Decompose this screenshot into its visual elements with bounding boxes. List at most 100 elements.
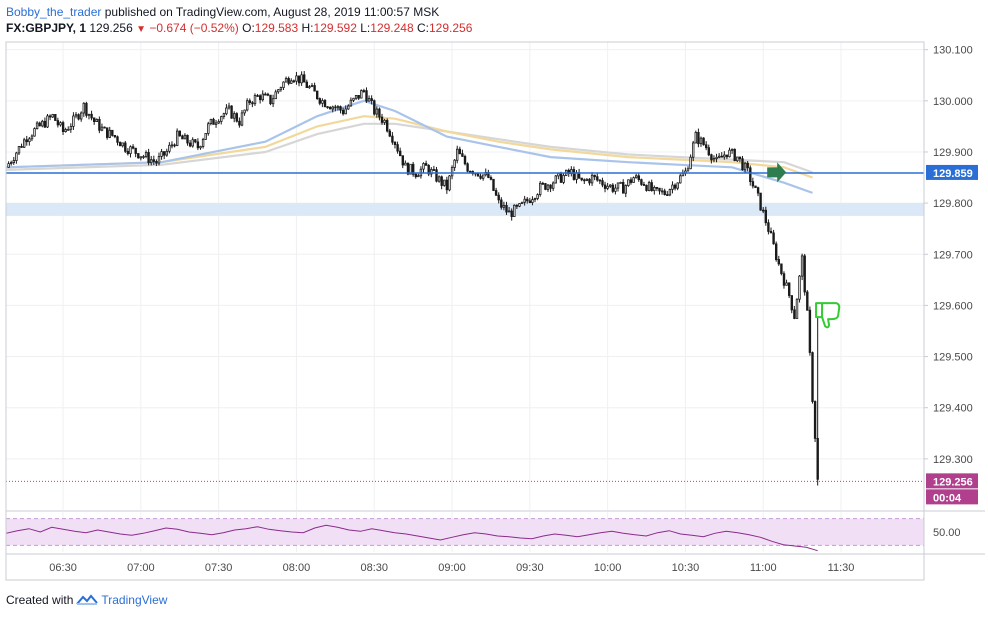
candle-body — [549, 184, 552, 189]
candle-body — [531, 199, 534, 204]
candle-body — [183, 134, 187, 140]
candle-body — [243, 109, 246, 114]
x-tick-label: 11:00 — [750, 562, 777, 574]
candle-body — [48, 115, 52, 118]
candle-body — [284, 78, 288, 83]
x-tick-label: 10:30 — [672, 562, 700, 574]
candle-body — [321, 100, 324, 104]
candle-body — [635, 175, 638, 179]
countdown-badge: 00:04 — [933, 492, 962, 504]
candle-body — [702, 137, 705, 146]
candle-body — [339, 106, 342, 111]
candle-body — [723, 154, 726, 158]
candle-body — [287, 78, 290, 84]
candle-body — [209, 118, 213, 125]
candle-body — [435, 169, 438, 182]
candle-body — [562, 174, 565, 183]
candle-body — [334, 106, 337, 109]
candle-body — [313, 85, 316, 92]
created-with-text: Created with — [6, 593, 74, 607]
time-axis[interactable]: 06:30 07:00 07:30 08:00 08:30 09:00 09:30 10:00… — [49, 562, 854, 574]
candle-body — [769, 230, 773, 234]
candle-body — [764, 209, 768, 224]
current-price-badge: 129.256 — [933, 476, 973, 488]
candle-body — [149, 159, 153, 164]
thumbs-down-icon[interactable] — [815, 302, 841, 329]
candle-body — [692, 142, 695, 158]
candle-body — [710, 154, 713, 161]
candle-body — [811, 352, 814, 402]
candle-body — [489, 177, 493, 180]
candle-body — [64, 129, 67, 132]
x-tick-label: 07:00 — [127, 562, 155, 574]
candle-body — [598, 179, 602, 182]
candle-body — [69, 126, 73, 130]
x-tick-label: 09:00 — [438, 562, 466, 574]
candle-body — [186, 134, 189, 144]
candle-body — [248, 100, 252, 103]
close-value: 129.256 — [429, 21, 473, 35]
candle-body — [552, 182, 555, 189]
candle-body — [679, 175, 682, 184]
candle-body — [134, 147, 137, 154]
author-link[interactable]: Bobby_the_trader — [6, 5, 102, 19]
candle-body — [367, 98, 371, 102]
x-tick-label: 08:00 — [283, 562, 311, 574]
candle-body — [642, 183, 646, 186]
candle-body — [292, 80, 296, 83]
candle-body — [668, 189, 672, 196]
close-label: C: — [417, 21, 429, 35]
arrow-right-icon[interactable] — [767, 162, 787, 183]
candle-body — [632, 177, 635, 183]
candle-body — [526, 198, 529, 202]
rsi-level-label: 50.00 — [933, 527, 961, 539]
candle-body — [74, 114, 78, 117]
y-tick-label: 129.500 — [933, 352, 973, 364]
candle-body — [593, 174, 596, 178]
candle-body — [590, 174, 594, 184]
rsi-pane — [5, 518, 924, 552]
candle-body — [162, 151, 166, 156]
candle-body — [106, 127, 109, 138]
candle-body — [232, 113, 236, 119]
candle-body — [793, 309, 796, 319]
tradingview-link[interactable]: TradingView — [101, 593, 168, 607]
candle-body — [38, 122, 41, 127]
candle-body — [116, 136, 119, 143]
candle-body — [515, 204, 519, 207]
candle-body — [404, 162, 407, 166]
candle-body — [95, 119, 99, 123]
y-tick-label: 129.800 — [933, 198, 973, 210]
candle-body — [673, 184, 677, 189]
candle-body — [354, 95, 358, 99]
candle-body — [201, 138, 205, 147]
x-tick-label: 06:30 — [49, 562, 77, 574]
x-tick-label: 07:30 — [205, 562, 233, 574]
candle-body — [609, 184, 612, 187]
candle-body — [17, 145, 21, 154]
candle-body — [344, 108, 347, 115]
open-label: O: — [242, 21, 255, 35]
candle-body — [165, 150, 169, 156]
candle-body — [627, 179, 630, 187]
candle-body — [733, 148, 736, 162]
candle-body — [111, 129, 114, 136]
candle-body — [660, 190, 664, 193]
candle-body — [131, 146, 135, 149]
candle-body — [424, 163, 428, 166]
candle-body — [614, 187, 617, 192]
candle-body — [606, 185, 609, 189]
ma-line-orange — [5, 115, 813, 179]
candle-body — [681, 172, 685, 177]
candle-body — [100, 126, 104, 131]
candle-body — [559, 173, 563, 183]
candle-body — [645, 184, 648, 191]
candle-body — [323, 100, 327, 108]
candle-body — [624, 185, 628, 194]
candle-body — [380, 116, 384, 123]
candle-body — [718, 155, 721, 158]
price-axis[interactable]: 130.100 130.000 129.900 129.800 129.700 129.6… — [924, 45, 978, 539]
candle-body — [803, 255, 806, 293]
candle-body — [137, 153, 140, 159]
